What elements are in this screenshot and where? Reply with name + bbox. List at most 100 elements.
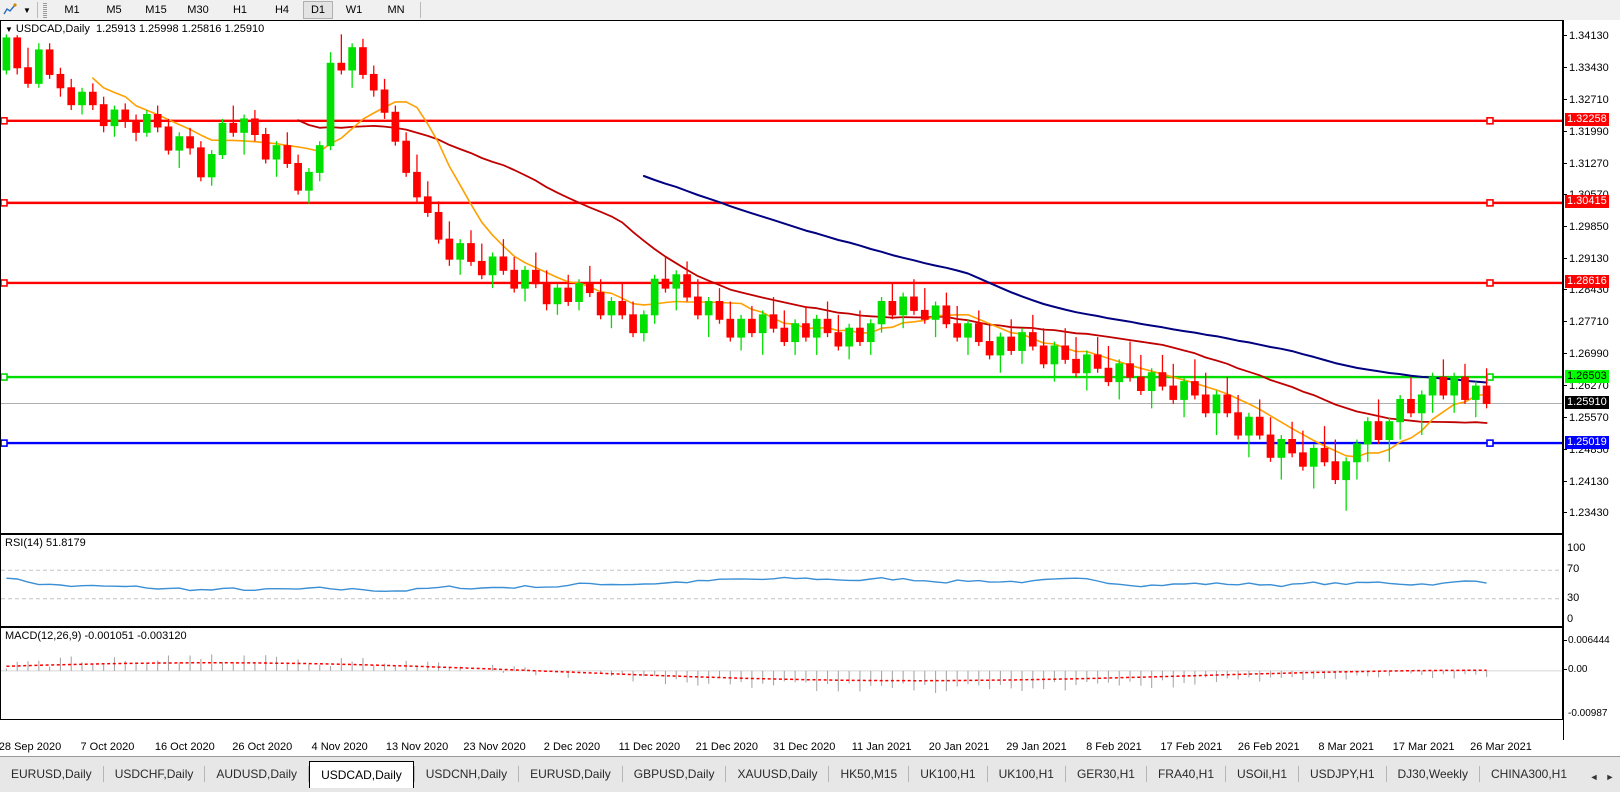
price-tick-label: 1.27710 bbox=[1569, 316, 1609, 329]
price-tick: 1.24130 bbox=[1564, 476, 1620, 488]
rsi-tick-label: 70 bbox=[1567, 563, 1580, 576]
tick-mark bbox=[1564, 448, 1567, 450]
tab-divider bbox=[413, 766, 415, 782]
price-tick: 1.31270 bbox=[1564, 158, 1620, 170]
rsi-pane[interactable]: RSI(14) 51.8179 bbox=[0, 534, 1563, 627]
price-marker-label[interactable]: 1.30415 bbox=[1565, 195, 1609, 209]
tab-divider bbox=[1225, 766, 1226, 782]
price-tick: 1.29130 bbox=[1564, 253, 1620, 265]
tab-scroll-controls[interactable]: ◄ ► bbox=[1586, 757, 1620, 792]
tick-mark bbox=[1564, 480, 1567, 482]
price-marker-label[interactable]: 1.32258 bbox=[1565, 113, 1609, 127]
chart-tab-eurusd-daily[interactable]: EURUSD,Daily bbox=[530, 767, 611, 781]
timeframe-h4[interactable]: H4 bbox=[274, 4, 290, 16]
toolbar-grip[interactable] bbox=[43, 2, 47, 18]
tab-divider bbox=[621, 766, 623, 782]
tab-divider bbox=[1064, 766, 1066, 782]
scroll-left-icon[interactable]: ◄ bbox=[1586, 766, 1602, 788]
chart-tab-usdjpy-h1[interactable]: USDJPY,H1 bbox=[1310, 767, 1375, 781]
tick-mark bbox=[1564, 258, 1567, 260]
chart-tab-xauusd-daily[interactable]: XAUUSD,Daily bbox=[737, 767, 818, 781]
rsi-tick: 0 bbox=[1564, 613, 1620, 625]
chart-tab-usdcad-daily[interactable]: USDCAD,Daily bbox=[309, 761, 414, 788]
time-tick-label: 2 Dec 2020 bbox=[543, 741, 601, 753]
tick-mark bbox=[1564, 321, 1567, 323]
chart-tab-bar[interactable]: EURUSD,Daily USDCHF,Daily AUDUSD,Daily USDC… bbox=[0, 756, 1620, 792]
timeframe-w1[interactable]: W1 bbox=[345, 4, 363, 16]
price-tick: 1.25570 bbox=[1564, 412, 1620, 424]
price-tick-label: 1.26990 bbox=[1569, 348, 1609, 361]
chart-area[interactable]: ▼ USDCAD,Daily 1.25913 1.25998 1.25816 1.… bbox=[0, 20, 1620, 740]
time-tick-label: 21 Dec 2020 bbox=[695, 741, 758, 753]
timeframe-d1[interactable]: D1 bbox=[303, 1, 333, 19]
toolbar: ▼ M1 M5 M15 M30 H1 H4 D1 W1 MN bbox=[0, 0, 1620, 21]
price-tick-label: 1.33430 bbox=[1569, 61, 1609, 74]
tick-mark bbox=[1564, 193, 1567, 195]
macd-tick-label: 0.006444 bbox=[1568, 635, 1610, 646]
price-tick: 1.27710 bbox=[1564, 316, 1620, 328]
chart-tab-gbpusd-daily[interactable]: GBPUSD,Daily bbox=[633, 767, 715, 781]
price-pane[interactable]: ▼ USDCAD,Daily 1.25913 1.25998 1.25816 1.… bbox=[0, 20, 1563, 534]
timeframe-m30[interactable]: M30 bbox=[187, 4, 209, 16]
time-tick-label: 17 Mar 2021 bbox=[1392, 741, 1455, 753]
tab-divider bbox=[908, 766, 910, 782]
tick-mark bbox=[1564, 66, 1567, 68]
chart-tab-eurusd-daily[interactable]: EURUSD,Daily bbox=[11, 767, 92, 781]
chart-tab-uk100-h1[interactable]: UK100,H1 bbox=[920, 767, 976, 781]
timeframe-mn[interactable]: MN bbox=[387, 4, 405, 16]
chevron-down-icon[interactable]: ▼ bbox=[5, 25, 13, 34]
chart-tab-audusd-daily[interactable]: AUDUSD,Daily bbox=[216, 767, 298, 781]
time-tick-label: 20 Jan 2021 bbox=[928, 741, 990, 753]
tick-mark bbox=[1564, 511, 1567, 513]
price-marker-label[interactable]: 1.26503 bbox=[1565, 369, 1609, 383]
tick-mark bbox=[1564, 640, 1567, 641]
price-tick-label: 1.23430 bbox=[1569, 506, 1609, 519]
tab-divider bbox=[102, 766, 104, 782]
tick-mark bbox=[1564, 289, 1567, 291]
tick-mark bbox=[1564, 98, 1567, 100]
chart-tab-dj30-weekly[interactable]: DJ30,Weekly bbox=[1397, 767, 1468, 781]
chart-tab-usdcnh-daily[interactable]: USDCNH,Daily bbox=[425, 767, 508, 781]
toolbar-divider bbox=[37, 2, 38, 18]
chart-tab-china300-h1[interactable]: CHINA300,H1 bbox=[1490, 767, 1568, 781]
time-tick-label: 23 Nov 2020 bbox=[463, 741, 526, 753]
indicators-icon[interactable] bbox=[0, 1, 20, 19]
toolbar-divider-2 bbox=[420, 2, 421, 18]
tab-divider bbox=[986, 766, 988, 782]
price-tick-label: 1.29130 bbox=[1569, 253, 1609, 266]
price-tick-label: 1.32710 bbox=[1569, 93, 1609, 106]
price-tick: 1.31990 bbox=[1564, 126, 1620, 138]
time-scale[interactable]: 28 Sep 2020 7 Oct 2020 16 Oct 2020 26 Oct 2… bbox=[0, 740, 1620, 756]
chart-tab-uk100-h1[interactable]: UK100,H1 bbox=[998, 767, 1054, 781]
chart-tab-ger30-h1[interactable]: GER30,H1 bbox=[1076, 767, 1135, 781]
tab-divider bbox=[308, 766, 310, 782]
timeframe-m1[interactable]: M1 bbox=[64, 4, 80, 16]
price-marker-label[interactable]: 1.25910 bbox=[1565, 395, 1609, 409]
tick-mark bbox=[1564, 162, 1567, 164]
chart-tab-usoil-h1[interactable]: USOil,H1 bbox=[1237, 767, 1288, 781]
price-tick-label: 1.31270 bbox=[1569, 157, 1609, 170]
price-scale[interactable]: 1.341301.334301.327101.319901.312701.305… bbox=[1563, 20, 1620, 740]
tab-divider bbox=[1385, 766, 1387, 782]
tick-mark bbox=[1564, 416, 1567, 418]
chevron-down-icon[interactable]: ▼ bbox=[23, 5, 31, 15]
chart-tab-hk50-m15[interactable]: HK50,M15 bbox=[840, 767, 898, 781]
price-marker-label[interactable]: 1.28616 bbox=[1565, 275, 1609, 289]
time-tick-label: 26 Mar 2021 bbox=[1470, 741, 1532, 753]
price-marker-label[interactable]: 1.25019 bbox=[1565, 435, 1609, 449]
tick-mark bbox=[1564, 668, 1567, 670]
time-tick-label: 29 Jan 2021 bbox=[1006, 741, 1067, 753]
timeframe-m15[interactable]: M15 bbox=[145, 4, 167, 16]
time-tick-label: 7 Oct 2020 bbox=[80, 741, 135, 753]
rsi-tick: 30 bbox=[1564, 592, 1620, 604]
price-tick-label: 1.25570 bbox=[1569, 411, 1609, 424]
rsi-canvas bbox=[1, 569, 1562, 600]
timeframe-m5[interactable]: M5 bbox=[106, 4, 122, 16]
chart-tab-fra40-h1[interactable]: FRA40,H1 bbox=[1157, 767, 1214, 781]
scroll-right-icon[interactable]: ► bbox=[1602, 766, 1618, 788]
chart-tab-usdchf-daily[interactable]: USDCHF,Daily bbox=[114, 767, 194, 781]
ohlc-values: 1.25913 1.25998 1.25816 1.25910 bbox=[96, 23, 265, 35]
timeframe-h1[interactable]: H1 bbox=[232, 4, 248, 16]
price-tick: 1.23430 bbox=[1564, 507, 1620, 519]
macd-pane[interactable]: MACD(12,26,9) -0.001051 -0.003120 bbox=[0, 627, 1563, 720]
